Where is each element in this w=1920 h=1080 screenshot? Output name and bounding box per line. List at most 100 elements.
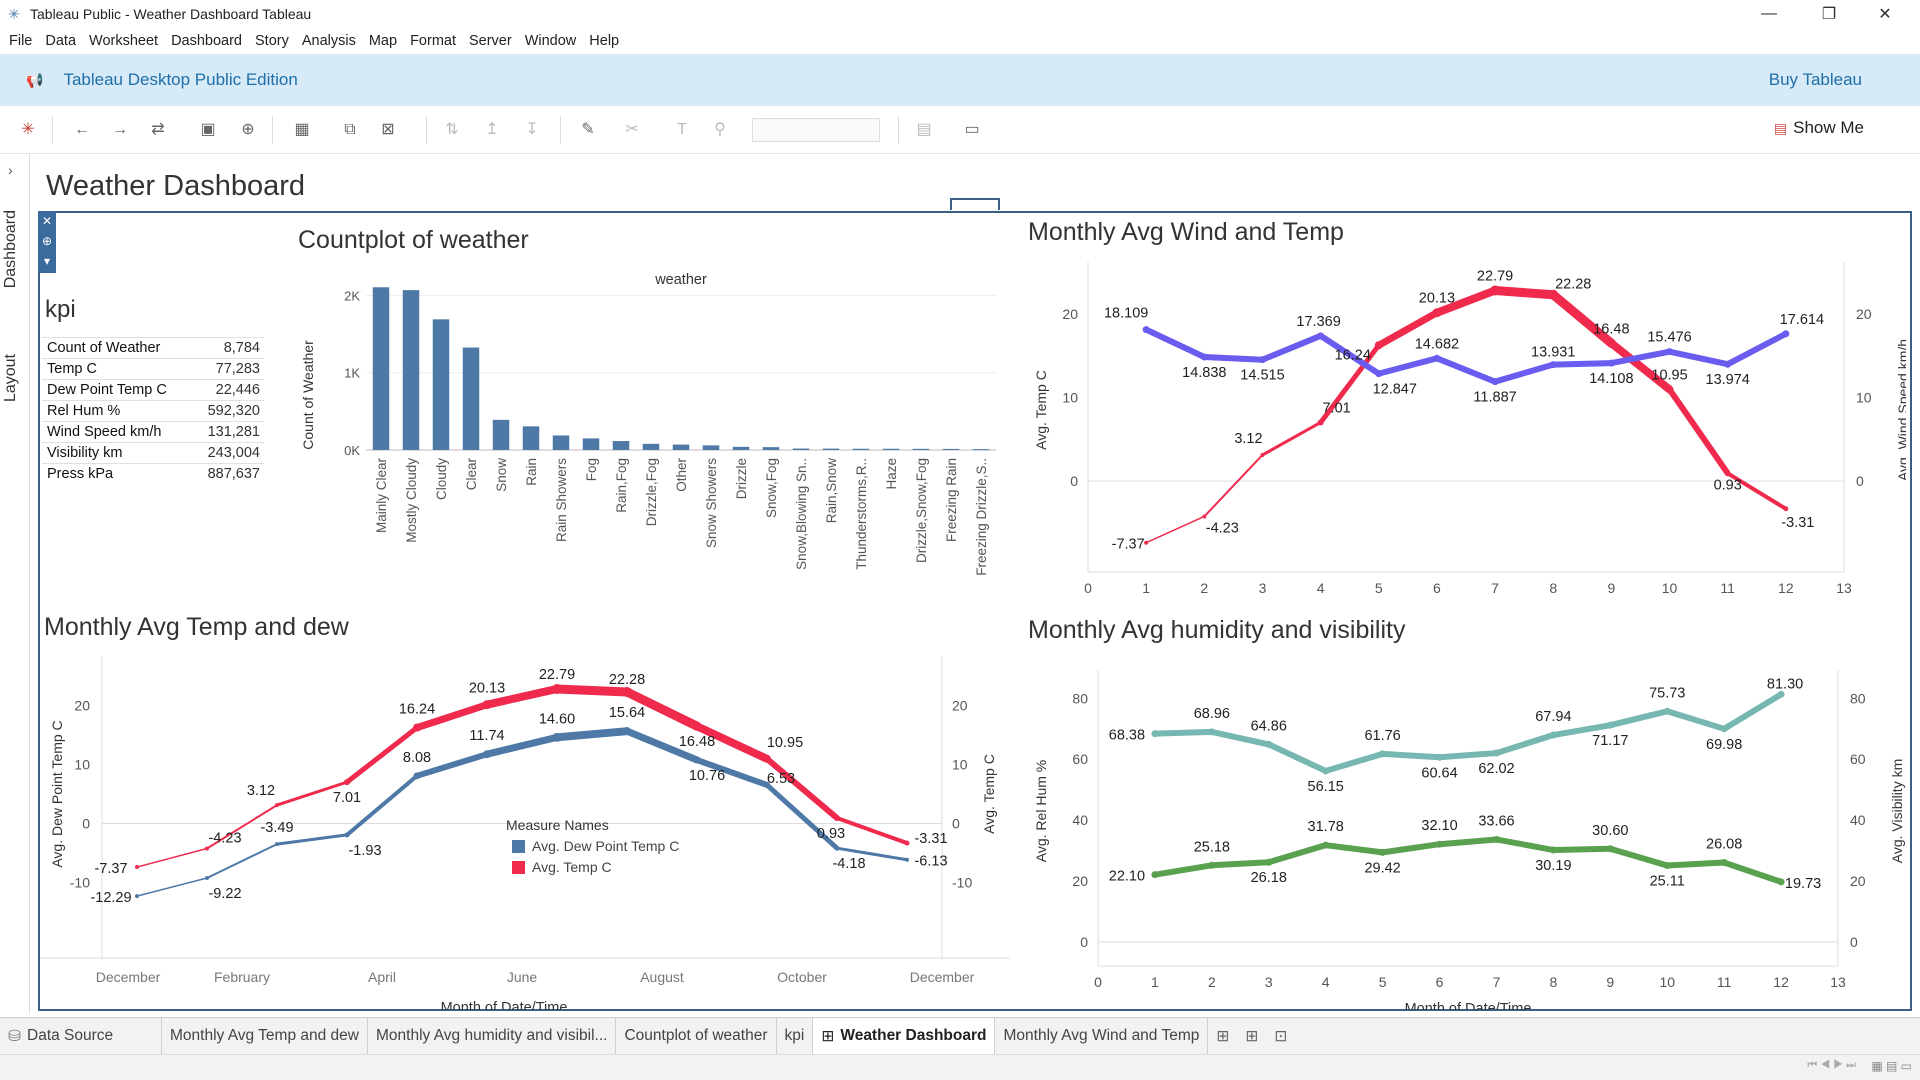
dew-data-label: -12.29 bbox=[90, 890, 131, 906]
visibility-line-point bbox=[1208, 861, 1216, 869]
side-tab-layout[interactable]: Layout bbox=[2, 354, 19, 403]
label-icon[interactable]: T bbox=[677, 121, 687, 138]
new-worksheet-icon[interactable]: ▦ bbox=[294, 121, 310, 138]
temp-data-label: 0.93 bbox=[817, 826, 845, 842]
humidity-line-point bbox=[1322, 767, 1330, 775]
bar bbox=[492, 419, 510, 450]
buy-tableau-link[interactable]: Buy Tableau bbox=[1768, 70, 1862, 89]
legend-swatch bbox=[512, 840, 525, 853]
legend-swatch bbox=[512, 861, 525, 874]
visibility-data-label: 25.18 bbox=[1194, 839, 1230, 855]
show-cards-icon[interactable]: ▤ bbox=[916, 121, 932, 138]
menu-dashboard[interactable]: Dashboard bbox=[171, 33, 242, 49]
x-tick-label: Rain bbox=[524, 458, 539, 486]
tableau-home-icon[interactable]: ✳ bbox=[21, 121, 35, 138]
tab-data-source[interactable]: ⛁ Data Source bbox=[0, 1018, 162, 1054]
tab-monthly-avg-wind-temp[interactable]: Monthly Avg Wind and Temp bbox=[995, 1018, 1209, 1054]
menu-worksheet[interactable]: Worksheet bbox=[89, 33, 159, 49]
sort-descending-icon[interactable]: ↧ bbox=[525, 121, 539, 138]
tab-weather-dashboard[interactable]: ⊞ Weather Dashboard bbox=[813, 1018, 996, 1054]
tab-kpi[interactable]: kpi bbox=[777, 1018, 814, 1054]
humidity-data-label: 68.38 bbox=[1109, 728, 1145, 744]
temp-line-segment bbox=[413, 701, 491, 732]
save-icon[interactable]: ▣ bbox=[200, 121, 216, 138]
menu-map[interactable]: Map bbox=[368, 33, 398, 49]
visibility-line-point bbox=[1436, 840, 1444, 848]
temp-line-point bbox=[1725, 470, 1731, 476]
dew-line-segment bbox=[553, 727, 631, 742]
clear-sheet-icon[interactable]: ⊠ bbox=[381, 121, 395, 138]
menu-story[interactable]: Story bbox=[255, 33, 289, 49]
kpi-row: Wind Speed km/h 131,281 bbox=[42, 421, 264, 442]
redo-icon[interactable]: → bbox=[112, 121, 128, 138]
legend-label: Avg. Dew Point Temp C bbox=[532, 838, 679, 854]
undo-icon[interactable]: ← bbox=[74, 121, 90, 138]
temp-data-label: 20.13 bbox=[469, 681, 505, 697]
x-tick-label: December bbox=[910, 969, 975, 985]
menu-window[interactable]: Window bbox=[524, 33, 577, 49]
minimize-button[interactable]: — bbox=[1761, 5, 1777, 22]
dew-line-point bbox=[344, 832, 350, 838]
y-axis-title-right: Avg. Visibility km bbox=[1889, 759, 1905, 864]
temp-line-segment bbox=[835, 816, 909, 846]
expand-chevron-icon[interactable]: › bbox=[8, 162, 13, 178]
x-tick-label: June bbox=[507, 969, 538, 985]
fit-dropdown[interactable] bbox=[752, 118, 880, 142]
container-drag-handle[interactable] bbox=[950, 198, 1000, 210]
temp-line-segment bbox=[622, 687, 702, 731]
new-worksheet-tab-icon[interactable]: ⊞ bbox=[1216, 1027, 1230, 1045]
x-tick-label: December bbox=[96, 969, 161, 985]
pin-icon[interactable]: ⚲ bbox=[714, 121, 726, 138]
presentation-mode-icon[interactable]: ▭ bbox=[964, 121, 980, 138]
y-tick-label-left: 20 bbox=[1072, 873, 1088, 889]
new-story-tab-icon[interactable]: ⊡ bbox=[1274, 1027, 1288, 1045]
bar bbox=[972, 449, 990, 451]
new-dashboard-tab-icon[interactable]: ⊞ bbox=[1245, 1027, 1259, 1045]
wind-data-label: 14.108 bbox=[1589, 371, 1633, 387]
dew-line-segment bbox=[764, 782, 840, 851]
humidity-line-point bbox=[1492, 749, 1500, 757]
menu-file[interactable]: File bbox=[9, 33, 33, 49]
visibility-data-label: 26.08 bbox=[1706, 837, 1742, 853]
x-tick-label: Snow,Blowing Sn.. bbox=[794, 458, 809, 570]
temp-line-segment bbox=[1318, 342, 1382, 425]
attach-icon[interactable]: ✂ bbox=[625, 121, 639, 138]
restore-button[interactable]: ❐ bbox=[1821, 6, 1837, 23]
menu-format[interactable]: Format bbox=[410, 33, 456, 49]
container-controls[interactable]: ✕ ⊕ ▾ bbox=[38, 211, 56, 273]
highlight-icon[interactable]: ✎ bbox=[581, 121, 595, 138]
temp-data-label: 3.12 bbox=[247, 783, 275, 799]
menu-data[interactable]: Data bbox=[45, 33, 77, 49]
temp-dew-chart: -10 0 10 20 -10 0 10 20 December February April Jun… bbox=[40, 656, 1010, 1010]
temp-line-segment bbox=[1203, 453, 1264, 518]
new-data-source-icon[interactable]: ⊕ bbox=[241, 121, 255, 138]
close-button[interactable]: ✕ bbox=[1878, 6, 1892, 23]
y-tick-label-right: 40 bbox=[1850, 812, 1866, 828]
bar bbox=[582, 438, 600, 450]
visibility-data-label: 26.18 bbox=[1251, 870, 1287, 886]
visibility-line-point bbox=[1777, 878, 1785, 886]
dashboard-title: Weather Dashboard bbox=[46, 170, 306, 202]
humidity-line-point bbox=[1606, 721, 1614, 729]
menu-analysis[interactable]: Analysis bbox=[301, 33, 356, 49]
x-tick-label: February bbox=[214, 969, 270, 985]
tab-monthly-avg-humidity[interactable]: Monthly Avg humidity and visibil... bbox=[368, 1018, 617, 1054]
replace-data-source-icon[interactable]: ⇄ bbox=[151, 121, 165, 138]
x-tick-label: Haze bbox=[884, 458, 899, 490]
kpi-title: kpi bbox=[45, 296, 76, 323]
tab-countplot[interactable]: Countplot of weather bbox=[616, 1018, 777, 1054]
duplicate-icon[interactable]: ⧉ bbox=[344, 121, 356, 138]
temp-data-label: 16.48 bbox=[679, 734, 715, 750]
sort-ascending-icon[interactable]: ↥ bbox=[485, 121, 499, 138]
tab-navigation-icons[interactable]: ⏮ ◀ ▶ ⏭ bbox=[1807, 1059, 1856, 1071]
swap-icon[interactable]: ⇅ bbox=[445, 121, 459, 138]
bar bbox=[792, 448, 810, 450]
side-tab-dashboard[interactable]: Dashboard bbox=[2, 210, 19, 289]
view-mode-icons[interactable]: ▦ ▤ ▭ bbox=[1871, 1059, 1912, 1073]
menu-server[interactable]: Server bbox=[468, 33, 512, 49]
visibility-data-label: 25.11 bbox=[1650, 874, 1685, 890]
menu-help[interactable]: Help bbox=[589, 33, 620, 49]
humidity-line-point bbox=[1549, 731, 1557, 739]
tab-monthly-avg-temp-dew[interactable]: Monthly Avg Temp and dew bbox=[162, 1018, 368, 1054]
show-me-button[interactable]: ▤ Show Me bbox=[1774, 118, 1864, 138]
